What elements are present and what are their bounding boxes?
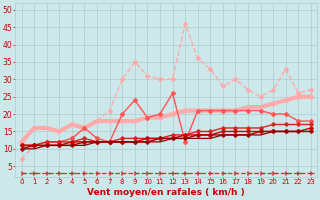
- X-axis label: Vent moyen/en rafales ( km/h ): Vent moyen/en rafales ( km/h ): [87, 188, 245, 197]
